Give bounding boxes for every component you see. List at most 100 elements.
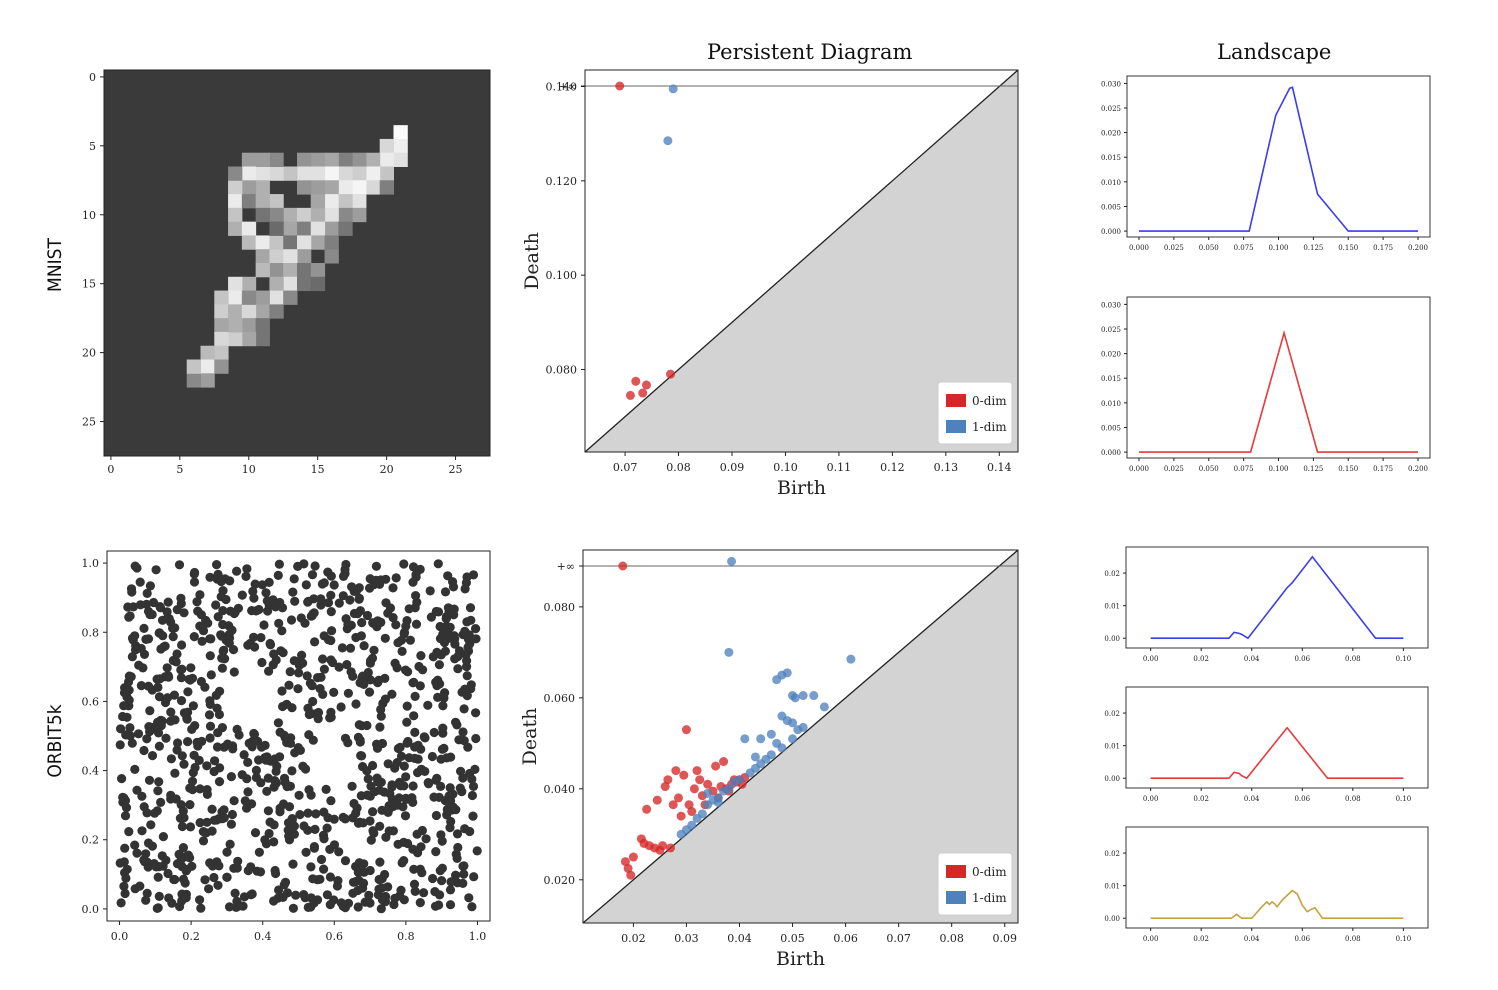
image-pixel <box>283 235 298 250</box>
y-tick-label: 0.8 <box>82 626 100 639</box>
x-tick-label: 20 <box>380 463 394 476</box>
x-tick-label: 0.08 <box>1345 655 1361 663</box>
image-pixel <box>241 180 257 195</box>
orbit-point <box>227 625 237 635</box>
orbit-point <box>166 707 176 717</box>
orbit-point <box>396 781 406 791</box>
orbit-point <box>225 576 235 586</box>
image-pixel <box>338 152 353 167</box>
orbit-point <box>432 773 442 784</box>
orbit-point <box>445 885 456 895</box>
orbit-point <box>119 688 130 698</box>
image-pixel <box>365 166 381 181</box>
orbit-point <box>402 616 412 626</box>
image-pixel <box>228 304 243 319</box>
orbit-point <box>303 825 313 835</box>
image-pixel <box>269 221 284 236</box>
orbit-point <box>307 570 318 580</box>
x-tick-label: 0.200 <box>1408 465 1428 473</box>
orbit-point <box>368 807 378 817</box>
image-pixel <box>352 194 367 209</box>
image-pixel <box>297 249 312 264</box>
orbit-point <box>141 849 151 859</box>
orbit-point <box>130 840 140 850</box>
orbit-point <box>251 772 261 783</box>
x-tick-label: 0.100 <box>1268 244 1288 252</box>
orbit-point <box>276 646 286 656</box>
orbit-point <box>211 600 221 610</box>
dim1-point <box>809 691 819 701</box>
image-pixel <box>241 235 257 250</box>
orbit-point <box>453 651 463 662</box>
orbit-point <box>171 657 181 667</box>
orbit-point <box>416 651 426 661</box>
orbit-point <box>260 835 270 845</box>
orbit-point <box>143 681 154 691</box>
orbit-point <box>205 572 215 582</box>
x-tick-label: 0.13 <box>934 461 959 474</box>
orbit-point <box>468 811 478 821</box>
orbit-point <box>309 898 319 908</box>
y-tick-label: 0.010 <box>1101 400 1121 408</box>
image-pixel <box>255 180 270 195</box>
orbit-point <box>296 613 306 623</box>
y-tick-label: 0.00 <box>1104 635 1120 643</box>
x-tick-label: 0.07 <box>613 461 638 474</box>
orbit-point <box>234 730 244 740</box>
orbit-point <box>351 699 361 709</box>
orbit-point <box>179 759 189 769</box>
orbit-point <box>410 691 420 702</box>
orbit-point <box>301 847 311 857</box>
dim1-point <box>729 777 739 787</box>
landscape-line <box>1150 726 1404 780</box>
y-tick-label: 0.005 <box>1101 203 1121 211</box>
orbit-point <box>340 856 351 866</box>
orbit-point <box>217 663 227 673</box>
orbit-point <box>259 620 269 630</box>
image-pixel <box>283 263 298 278</box>
image-pixel <box>228 207 243 223</box>
x-tick-label: 0.000 <box>1129 465 1149 473</box>
image-pixel <box>338 194 353 209</box>
orbit-point <box>372 773 382 783</box>
orbit-point <box>257 742 267 752</box>
orbit-point <box>359 679 369 690</box>
image-pixel <box>228 276 243 292</box>
dim1-point <box>819 702 829 712</box>
orbit-point <box>271 868 281 879</box>
orbit-point <box>438 723 448 733</box>
y-tick-label: 0.000 <box>1101 449 1121 457</box>
orbit-point <box>218 619 228 630</box>
image-pixel <box>283 249 298 264</box>
orbit-point <box>322 890 332 900</box>
legend-swatch <box>946 865 966 878</box>
orbit-point <box>176 593 186 603</box>
orbit-point <box>228 645 239 655</box>
dim1-point <box>703 788 713 798</box>
orbit-point <box>380 633 390 643</box>
orbit-point <box>326 571 336 581</box>
orbit-point <box>207 826 217 836</box>
orbit-point <box>211 690 221 701</box>
orbit-point <box>120 811 131 821</box>
orbit-point <box>264 666 274 676</box>
x-tick-label: 0.06 <box>1294 795 1310 803</box>
x-tick-label: 0.08 <box>1345 795 1361 803</box>
orbit-point <box>153 717 163 727</box>
orbit-point <box>288 587 298 597</box>
orbit-point <box>164 672 174 682</box>
orbit-point <box>357 618 367 628</box>
dim1-point <box>798 722 808 732</box>
orbit-point <box>345 643 356 653</box>
landscape-line <box>1150 555 1404 640</box>
orbit-point <box>365 658 375 668</box>
orbit-point <box>153 728 164 738</box>
orbit-point <box>279 730 289 740</box>
orbit-point <box>453 664 463 674</box>
orbit-point <box>325 900 335 910</box>
orbit-point <box>222 872 232 882</box>
orbit-point <box>240 796 250 806</box>
orbit-point <box>368 760 378 771</box>
